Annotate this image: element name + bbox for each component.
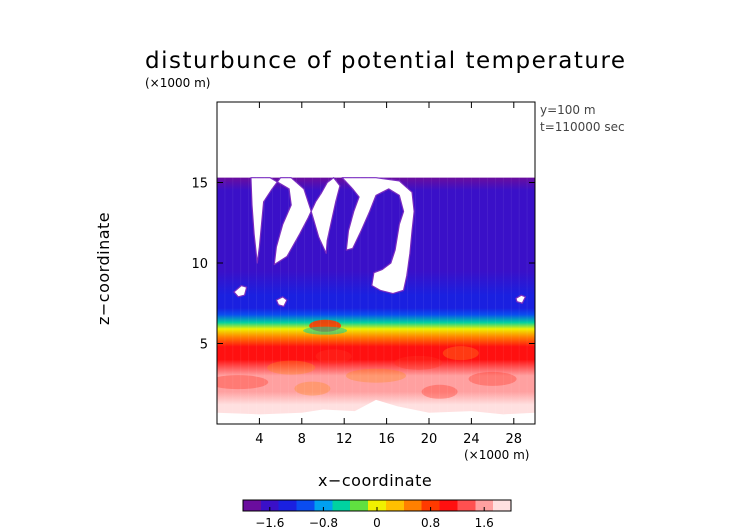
x-tick-label: 20 xyxy=(421,432,438,447)
x-axis-label: x−coordinate xyxy=(318,471,433,490)
undefined-region-small-blob-right xyxy=(515,294,527,304)
field-eddy xyxy=(217,375,269,390)
colorbar-tick-label: 1.6 xyxy=(475,516,494,530)
field-eddy xyxy=(421,384,458,399)
x-axis-units: (×1000 m) xyxy=(464,448,530,462)
x-tick-label: 28 xyxy=(506,432,523,447)
y-tick-label: 15 xyxy=(191,177,208,192)
field-eddy xyxy=(303,326,348,335)
colorbar-tick-label: 0.8 xyxy=(421,516,440,530)
colorbar-tick-label: 0 xyxy=(373,516,381,530)
y-tick-label: 5 xyxy=(200,338,208,353)
x-tick-label: 24 xyxy=(463,432,480,447)
field-eddy xyxy=(267,360,316,375)
y-axis-units: (×1000 m) xyxy=(145,76,211,90)
field-eddy xyxy=(394,355,443,370)
field-eddy xyxy=(294,381,331,396)
undefined-region-top-left-intrusion xyxy=(250,177,341,266)
field-eddy xyxy=(442,346,479,361)
undefined-region-small-blob-left xyxy=(233,284,248,298)
colorbar: −1.6 −0.8 0 0.8 1.6 xyxy=(242,499,512,530)
x-tick-label: 4 xyxy=(255,432,263,447)
annotation-time: t=110000 sec xyxy=(540,120,625,134)
field-eddy xyxy=(468,371,517,386)
x-tick-label: 8 xyxy=(298,432,306,447)
x-tick-label: 16 xyxy=(378,432,395,447)
chart-title: disturbunce of potential temperature xyxy=(145,48,627,74)
field-eddy xyxy=(346,368,406,383)
annotation-y-slice: y=100 m xyxy=(540,103,596,117)
undefined-region-small-blob-2 xyxy=(275,296,288,308)
undefined-region-center-hook xyxy=(341,177,415,295)
colorbar-tick-label: −1.6 xyxy=(255,516,284,530)
field-eddy xyxy=(315,349,352,364)
x-tick-label: 12 xyxy=(336,432,353,447)
colorbar-tick-label: −0.8 xyxy=(309,516,338,530)
y-tick-label: 10 xyxy=(191,257,208,272)
